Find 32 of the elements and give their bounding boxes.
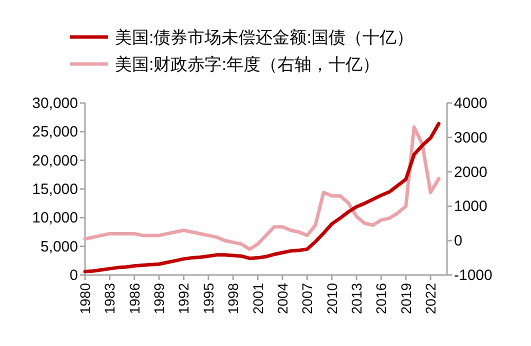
x-tick-label: 1995	[200, 282, 216, 314]
y-tick-label: 25,000	[32, 124, 78, 141]
y-tick-label: 0	[70, 267, 78, 284]
y2-tick-label: 2000	[454, 164, 488, 181]
y2-tick-label: 4000	[454, 95, 488, 112]
x-tick-label: 1998	[225, 282, 242, 314]
y-tick-label: 20,000	[32, 152, 78, 170]
legend-label: 美国:财政赤字:年度（右轴，十亿）	[115, 55, 380, 74]
y2-tick-label: 3000	[454, 129, 488, 146]
x-tick-label: 2010	[324, 282, 340, 314]
x-tick-label: 1983	[102, 282, 118, 314]
x-tick-label: 1992	[176, 282, 192, 314]
x-tick-label: 2007	[299, 282, 316, 314]
y2-tick-label: -1000	[454, 267, 492, 284]
y-tick-label: 30,000	[32, 95, 78, 112]
y-tick-label: 15,000	[32, 181, 78, 198]
legend-label: 美国:债券市场未偿还金额:国债（十亿）	[115, 28, 414, 47]
x-tick-label: 2001	[250, 282, 266, 314]
x-tick-label: 1989	[151, 282, 168, 314]
x-tick-label: 2019	[398, 282, 414, 314]
line-series	[83, 125, 441, 251]
x-tick-label: 1986	[126, 282, 142, 314]
y-tick-label: 5,000	[40, 238, 78, 256]
y-tick-label: 10,000	[32, 210, 78, 227]
x-tick-label: 2022	[422, 282, 439, 314]
y2-tick-label: 0	[454, 232, 462, 250]
y2-tick-label: 1000	[454, 198, 488, 216]
line-series	[83, 122, 441, 274]
x-tick-label: 2013	[348, 282, 364, 314]
x-tick-label: 2016	[373, 282, 390, 314]
x-tick-label: 2004	[274, 282, 290, 314]
x-tick-label: 1980	[77, 282, 93, 314]
